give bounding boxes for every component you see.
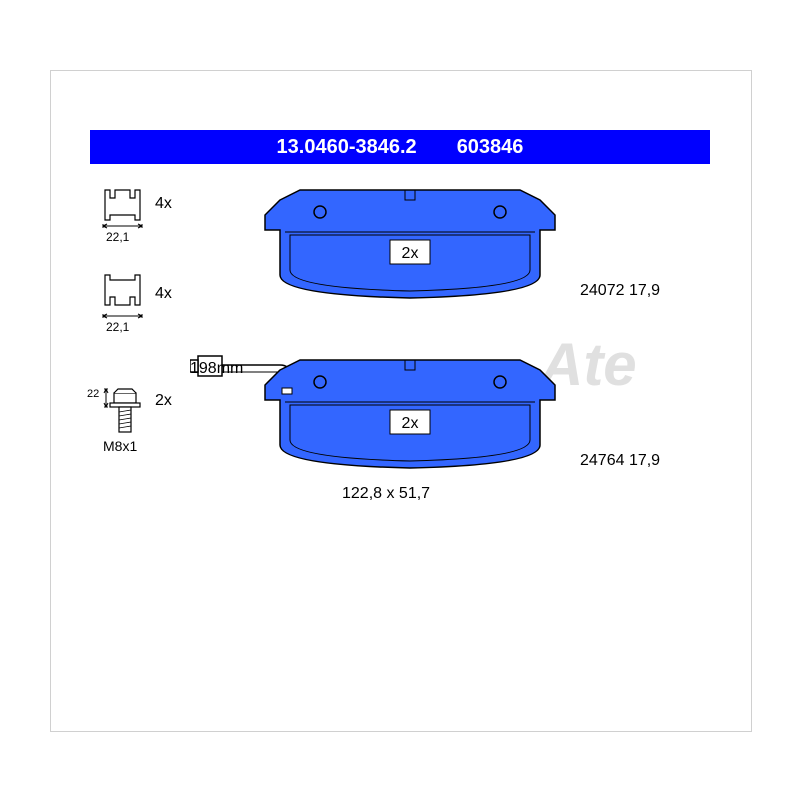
brake-pad-bottom: 2x — [190, 330, 590, 495]
wire-length-label: 198mm — [190, 360, 243, 378]
accessory-3-qty: 2x — [155, 392, 172, 410]
brake-pad-top: 2x — [260, 180, 580, 315]
part-number: 13.0460-3846.2 — [277, 136, 417, 159]
part-code: 603846 — [457, 136, 524, 159]
bottom-pad-ref: 24764 17,9 — [580, 452, 660, 470]
accessory-2-dim: 22,1 — [106, 320, 129, 334]
accessory-1-qty: 4x — [155, 195, 172, 213]
accessory-3-dim: M8x1 — [103, 438, 137, 454]
accessory-1-dim: 22,1 — [106, 230, 129, 244]
top-pad-ref: 24072 17,9 — [580, 282, 660, 300]
accessory-3-dim2: 22 — [87, 388, 99, 400]
svg-text:2x: 2x — [402, 245, 419, 262]
dimensions-label: 122,8 x 51,7 — [342, 485, 430, 503]
header-bar: 13.0460-3846.2 603846 — [90, 130, 710, 164]
svg-text:2x: 2x — [402, 415, 419, 432]
accessory-2-qty: 4x — [155, 285, 172, 303]
